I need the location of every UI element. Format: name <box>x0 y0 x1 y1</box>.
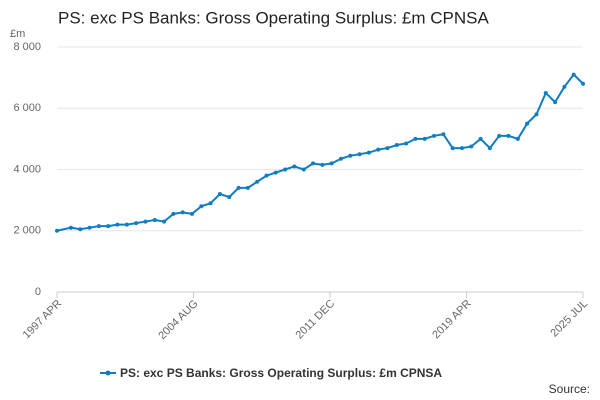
point <box>162 219 167 224</box>
point <box>96 224 101 229</box>
point <box>422 136 427 141</box>
point <box>543 90 548 95</box>
point <box>581 81 585 86</box>
point <box>199 204 204 209</box>
point <box>264 173 269 178</box>
y-tick-label: 2 000 <box>13 225 41 237</box>
y-tick-label: 0 <box>35 286 41 298</box>
point <box>515 136 520 141</box>
x-tick-label: 1997 APR <box>21 298 65 342</box>
chart-title: PS: exc PS Banks: Gross Operating Surplu… <box>58 8 489 27</box>
point <box>106 224 111 229</box>
point <box>487 146 492 151</box>
point <box>87 225 92 230</box>
y-tick-label: 8 000 <box>13 41 41 53</box>
point <box>506 133 511 138</box>
legend-label: PS: exc PS Banks: Gross Operating Surplu… <box>120 366 442 380</box>
point <box>217 192 222 196</box>
point <box>189 211 194 216</box>
point <box>497 133 502 138</box>
x-tick-label: 2025 JUL <box>548 298 590 340</box>
point <box>68 225 73 230</box>
point <box>245 185 250 190</box>
point <box>208 201 213 206</box>
point <box>534 112 539 117</box>
point <box>124 222 129 227</box>
point <box>301 167 306 172</box>
point <box>450 146 455 151</box>
point <box>469 144 474 149</box>
point <box>432 133 437 138</box>
y-unit: £m <box>10 28 25 40</box>
point <box>553 100 558 105</box>
point <box>404 141 409 146</box>
point <box>143 219 148 224</box>
point <box>478 136 483 141</box>
series-line <box>56 73 584 232</box>
point <box>441 132 446 137</box>
source: Source: <box>549 382 590 396</box>
point <box>385 146 390 151</box>
point <box>329 161 334 166</box>
point <box>180 210 185 215</box>
point <box>338 156 343 161</box>
x-tick-label: 2004 AUG <box>156 298 200 342</box>
point <box>78 227 83 232</box>
point <box>366 150 371 155</box>
point <box>357 152 362 157</box>
point <box>348 153 353 158</box>
point <box>227 195 232 200</box>
point <box>236 185 241 190</box>
point <box>376 147 381 152</box>
point <box>283 167 288 172</box>
point <box>525 121 530 126</box>
point <box>55 228 59 233</box>
point <box>311 161 316 166</box>
x-tick-label: 2019 APR <box>430 298 474 342</box>
y-tick-label: 6 000 <box>13 102 41 114</box>
point <box>413 136 418 141</box>
x-tick-label: 2011 DEC <box>293 298 337 342</box>
point <box>152 218 157 223</box>
point <box>320 162 325 167</box>
point <box>292 164 297 169</box>
point <box>394 143 399 147</box>
legend-marker <box>105 370 111 376</box>
point <box>171 211 176 216</box>
point <box>562 84 567 89</box>
point <box>134 221 139 226</box>
point <box>115 222 120 227</box>
point <box>255 179 260 184</box>
y-tick-label: 4 000 <box>13 163 41 175</box>
point <box>273 170 278 175</box>
point <box>571 72 576 77</box>
point <box>459 146 464 151</box>
